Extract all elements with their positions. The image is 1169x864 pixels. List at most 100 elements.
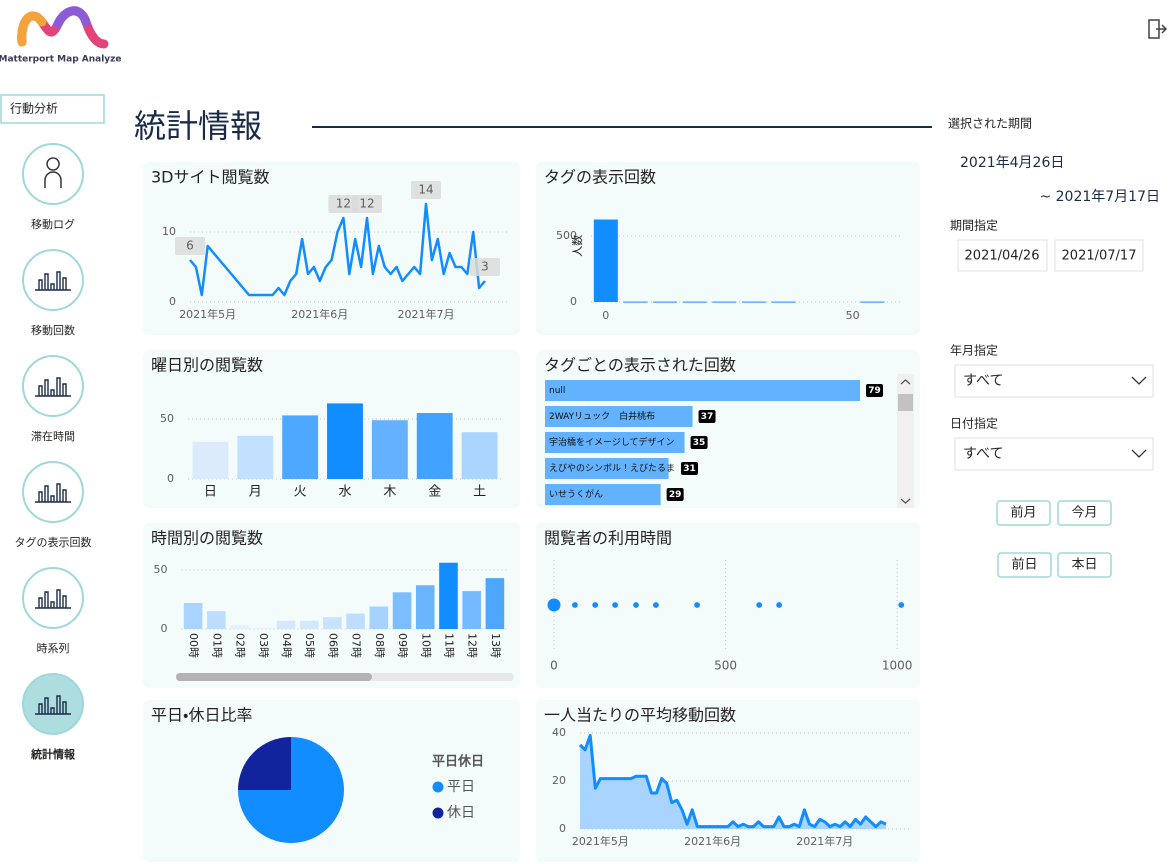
bar [741, 301, 766, 303]
point [756, 602, 763, 608]
nav-button[interactable] [22, 355, 84, 417]
data-label-box [328, 195, 359, 213]
value-badge [698, 410, 716, 423]
date-input-value: 2021/04/26 [965, 249, 1040, 264]
bar [485, 578, 505, 629]
x-tick-label: 03時 [257, 633, 270, 658]
y-tick-label: 0 [167, 472, 174, 485]
bar [545, 432, 685, 453]
data-label-box [411, 181, 441, 199]
panel-button[interactable] [1057, 500, 1112, 526]
nav-button[interactable] [22, 461, 84, 523]
y-tick-label: 0 [161, 622, 168, 635]
panel-button-label: 前月 [1010, 505, 1036, 521]
mode-button[interactable] [0, 94, 105, 124]
nav-button[interactable] [22, 673, 84, 735]
bar [712, 301, 737, 303]
bar [276, 620, 296, 629]
bar [237, 435, 274, 479]
bar [545, 380, 861, 401]
x-tick-label: 0 [550, 659, 558, 673]
period-end: ~ 2021年7月17日 [1039, 189, 1160, 205]
logout-icon[interactable] [1148, 19, 1168, 39]
panel-button-label: 本日 [1071, 558, 1097, 573]
nav-icon [35, 483, 71, 503]
chart-title: タグごとの表示された回数 [544, 356, 736, 375]
x-tick-label: 木 [383, 485, 396, 500]
point [898, 602, 905, 608]
bar [282, 415, 319, 479]
scroll-arrows[interactable] [900, 379, 911, 504]
chart-title: タグの表示回数 [544, 168, 656, 187]
scrollbar-thumb[interactable] [176, 673, 372, 681]
logo-mark [17, 11, 47, 47]
x-tick-label: 04時 [280, 633, 293, 658]
date-input[interactable] [957, 239, 1048, 272]
legend-swatch [432, 807, 444, 819]
data-label: 12 [359, 197, 374, 211]
bar [392, 592, 412, 629]
nav-icon [35, 377, 71, 397]
date-input[interactable] [1054, 239, 1144, 272]
y-tick-label: 50 [160, 412, 174, 425]
area [580, 735, 886, 829]
nav-button[interactable] [22, 143, 84, 205]
bar [346, 613, 365, 629]
x-tick-label: 06時 [326, 633, 339, 658]
mode-button-label: 行動分析 [10, 102, 58, 116]
data-label: 14 [418, 183, 433, 197]
chart-title: 曜日別の閲覧数 [151, 356, 263, 375]
x-tick-label: 12時 [466, 633, 479, 658]
panel-button[interactable] [996, 500, 1051, 526]
x-tick-label: 500 [714, 659, 737, 673]
y-tick-label: 40 [552, 726, 566, 739]
panel-label: 日付指定 [950, 416, 998, 431]
y-tick-label: 0 [559, 822, 566, 835]
x-tick-label: 00時 [187, 633, 200, 658]
x-tick-label: 水 [338, 485, 351, 500]
x-tick-label: 50 [846, 309, 860, 322]
point [633, 602, 639, 608]
data-label: 6 [186, 239, 194, 253]
x-tick-label: 2021年5月 [572, 834, 629, 848]
nav-label: 統計情報 [30, 747, 76, 761]
bar [860, 301, 885, 303]
card [143, 523, 520, 688]
bar [369, 606, 389, 629]
chart-title: 平日・休日比率 [151, 706, 252, 725]
scrollbar-thumb[interactable] [898, 394, 913, 411]
x-tick-label: 火 [294, 485, 307, 500]
value-badge [866, 384, 884, 397]
nav-button[interactable] [22, 567, 84, 629]
bar [623, 301, 648, 303]
dropdown[interactable] [954, 364, 1154, 398]
card [536, 162, 920, 335]
bar [192, 441, 229, 479]
dropdown[interactable] [954, 437, 1154, 471]
value-badge [666, 488, 684, 501]
data-label-box [470, 258, 500, 276]
x-tick-label: 土 [473, 485, 486, 500]
x-tick-label: 金 [428, 485, 441, 500]
y-axis-label: 人数 [571, 235, 584, 257]
panel-button[interactable] [1057, 552, 1112, 578]
y-tick-label: 0 [169, 295, 176, 308]
x-tick-label: 09時 [396, 633, 409, 658]
nav-button[interactable] [22, 249, 84, 311]
y-tick-label: 20 [552, 774, 566, 787]
nav-icon [35, 271, 71, 291]
nav-icon [35, 589, 71, 609]
bar [183, 602, 203, 629]
line [578, 733, 887, 829]
dropdown-value: すべて [963, 373, 1003, 389]
legend-swatch [432, 781, 444, 793]
data-label-box [175, 237, 205, 255]
x-tick-label: 13時 [489, 633, 502, 658]
panel-button[interactable] [997, 552, 1052, 578]
x-tick-label: 月 [249, 485, 262, 500]
nav-label: タグの表示回数 [15, 535, 92, 549]
bar [771, 301, 796, 303]
point [592, 602, 599, 608]
